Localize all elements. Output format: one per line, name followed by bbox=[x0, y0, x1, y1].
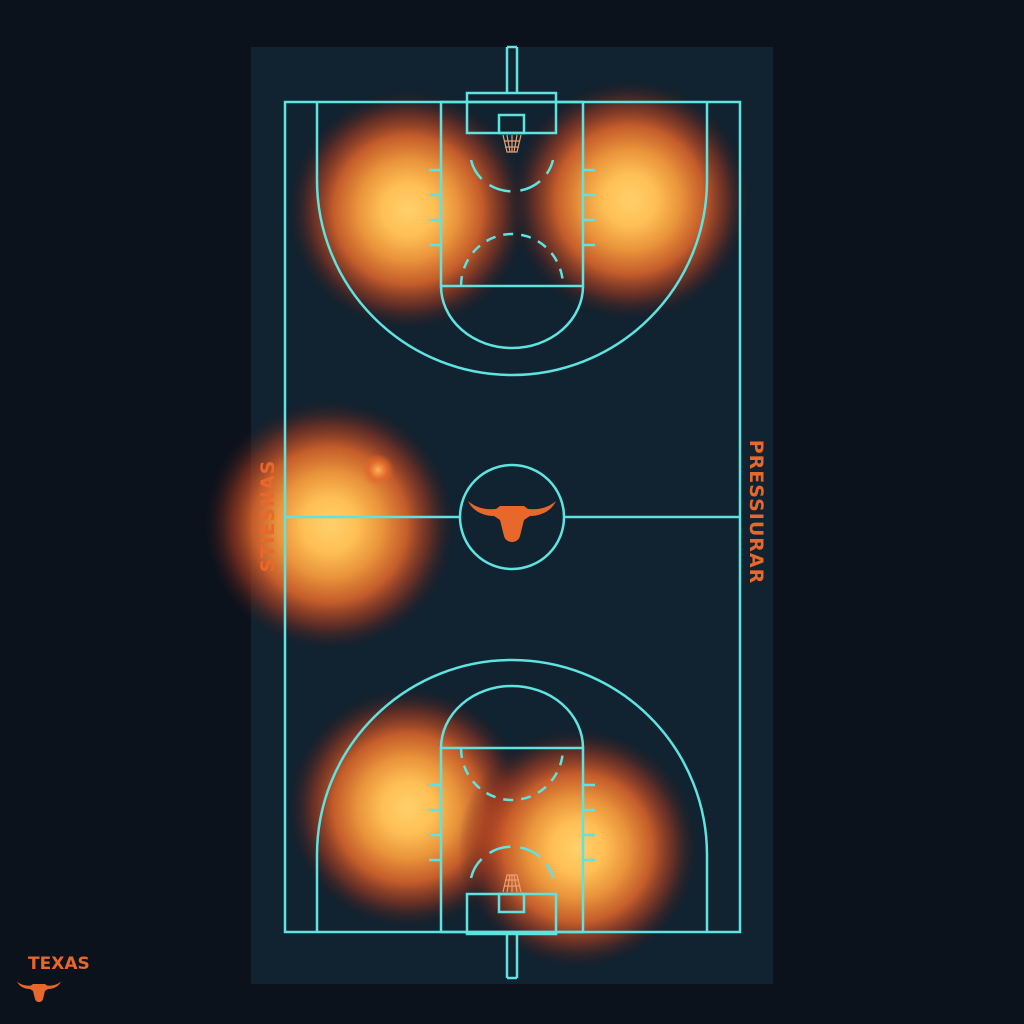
brand-longhorn-icon bbox=[17, 981, 61, 1002]
free-throw-circle-bottom-dashed bbox=[459, 747, 565, 802]
court-lines bbox=[283, 45, 742, 980]
hoop-nets bbox=[502, 134, 522, 893]
left-sideline-label: STIESNAS bbox=[257, 459, 279, 573]
three-point-arc-top bbox=[315, 102, 709, 377]
right-sideline-label: PRESSIURAR bbox=[745, 439, 767, 585]
free-throw-circle-bottom bbox=[439, 684, 585, 749]
three-point-arc-bottom bbox=[315, 658, 709, 932]
backboard-inner-bottom bbox=[497, 892, 526, 914]
lane-bottom bbox=[439, 746, 585, 934]
heat-zone-left-midcourt bbox=[205, 400, 455, 650]
free-throw-circle-top-dashed bbox=[459, 232, 565, 287]
heat-zone-top-right-wing bbox=[510, 80, 750, 320]
heat-zone-top-left-wing bbox=[288, 90, 528, 330]
free-throw-circle-top bbox=[439, 285, 585, 350]
net-top bbox=[502, 134, 522, 153]
backboard-inner-top bbox=[497, 113, 526, 135]
heat-zone-bottom-right-wing bbox=[458, 728, 698, 968]
restricted-arc-bottom bbox=[469, 845, 555, 879]
heat-zone-left-midcourt-spot bbox=[362, 454, 394, 486]
longhorn-icon bbox=[468, 501, 556, 542]
center-circle bbox=[458, 463, 566, 571]
restricted-arc-top bbox=[469, 159, 555, 193]
net-bottom bbox=[502, 874, 522, 893]
brand-wordmark: TEXAS bbox=[28, 954, 90, 974]
